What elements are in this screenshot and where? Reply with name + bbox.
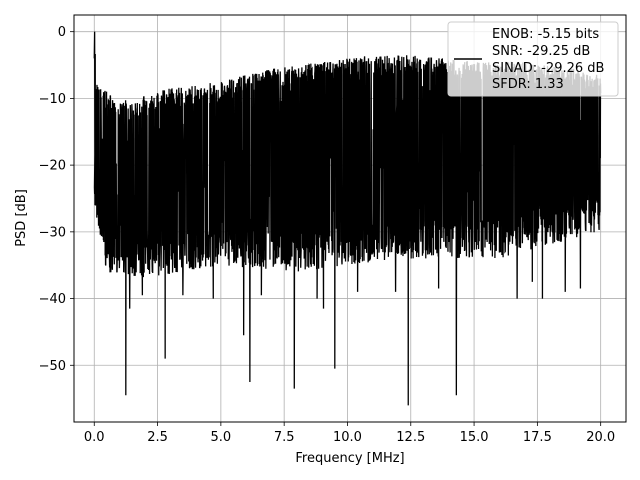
x-tick-label: 12.5 [396,430,425,445]
legend-entry-sfdr: SFDR: 1.33 [492,77,564,92]
x-tick-label: 17.5 [523,430,552,445]
x-tick-label: 10.0 [333,430,362,445]
x-tick-label: 15.0 [460,430,489,445]
legend: ENOB: -5.15 bits SNR: -29.25 dB SINAD: -… [447,21,619,97]
psd-series-line [93,31,602,406]
y-tick-label: −10 [39,92,66,107]
legend-entry-sinad: SINAD: -29.26 dB [492,61,604,76]
legend-box [447,21,619,97]
y-tick-label: −30 [39,225,66,240]
x-axis-label: Frequency [MHz] [295,451,404,466]
x-axis: 0.0 2.5 5.0 7.5 10.0 12.5 15.0 17.5 20.0 [84,422,615,445]
y-tick-label: −40 [39,292,66,307]
y-tick-label: 0 [58,25,66,40]
x-tick-label: 20.0 [586,430,615,445]
x-tick-label: 2.5 [147,430,168,445]
y-axis-label: PSD [dB] [14,189,29,247]
y-axis: 0 −10 −20 −30 −40 −50 [39,25,74,374]
x-tick-label: 5.0 [211,430,232,445]
x-tick-label: 0.0 [84,430,105,445]
y-tick-label: −20 [39,159,66,174]
x-tick-label: 7.5 [274,430,295,445]
legend-entry-snr: SNR: -29.25 dB [492,44,590,59]
plot-frame [73,14,627,423]
legend-entry-enob: ENOB: -5.15 bits [492,27,599,42]
y-tick-label: −50 [39,359,66,374]
